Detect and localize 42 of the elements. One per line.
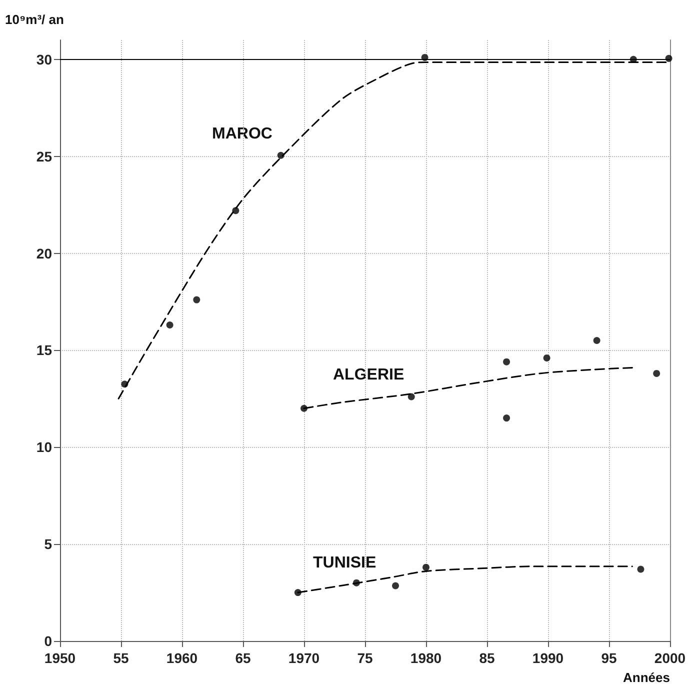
point [593, 337, 600, 344]
y-tick-label: 30 [36, 51, 52, 68]
y-tick-label: 0 [44, 633, 52, 649]
annotation: TUNISIE [313, 554, 376, 572]
point [503, 414, 510, 422]
point [543, 354, 550, 362]
point [277, 152, 284, 159]
point [193, 296, 200, 304]
point [408, 393, 415, 400]
x-tick-label: 75 [357, 650, 373, 666]
y-tick-label: 5 [44, 536, 52, 552]
point [352, 579, 360, 586]
x-tick-label: 85 [479, 650, 495, 666]
annotation: ALGERIE [333, 366, 404, 384]
point [232, 207, 240, 214]
x-tick-label: 2000 [654, 650, 686, 666]
x-tick-label: 1950 [44, 650, 76, 666]
point [653, 370, 660, 377]
x-tick-label: 1980 [410, 650, 442, 666]
point [121, 380, 128, 388]
x-tick-label: 1990 [532, 650, 564, 666]
y-tick-label: 15 [36, 342, 52, 358]
x-tick-label: 1970 [288, 650, 320, 666]
x-tick-label: 95 [601, 650, 617, 666]
point [665, 54, 672, 62]
point [392, 582, 399, 590]
y-tick-label: 25 [36, 148, 52, 164]
point [503, 358, 510, 366]
annotation: MAROC [212, 126, 273, 142]
x-axis-title: Années [623, 670, 670, 685]
x-tick-label: 55 [113, 650, 129, 666]
x-tick-label: 65 [235, 650, 251, 666]
point [422, 564, 430, 571]
point [300, 404, 308, 412]
point [166, 321, 174, 328]
y-tick-label: 10 [36, 439, 52, 456]
point [421, 54, 428, 61]
y-tick-label: 20 [36, 245, 52, 262]
y-axis-title: 10⁹m³/ an [5, 12, 64, 27]
x-tick-label: 1960 [166, 650, 198, 666]
point [294, 589, 302, 596]
point [637, 566, 644, 573]
